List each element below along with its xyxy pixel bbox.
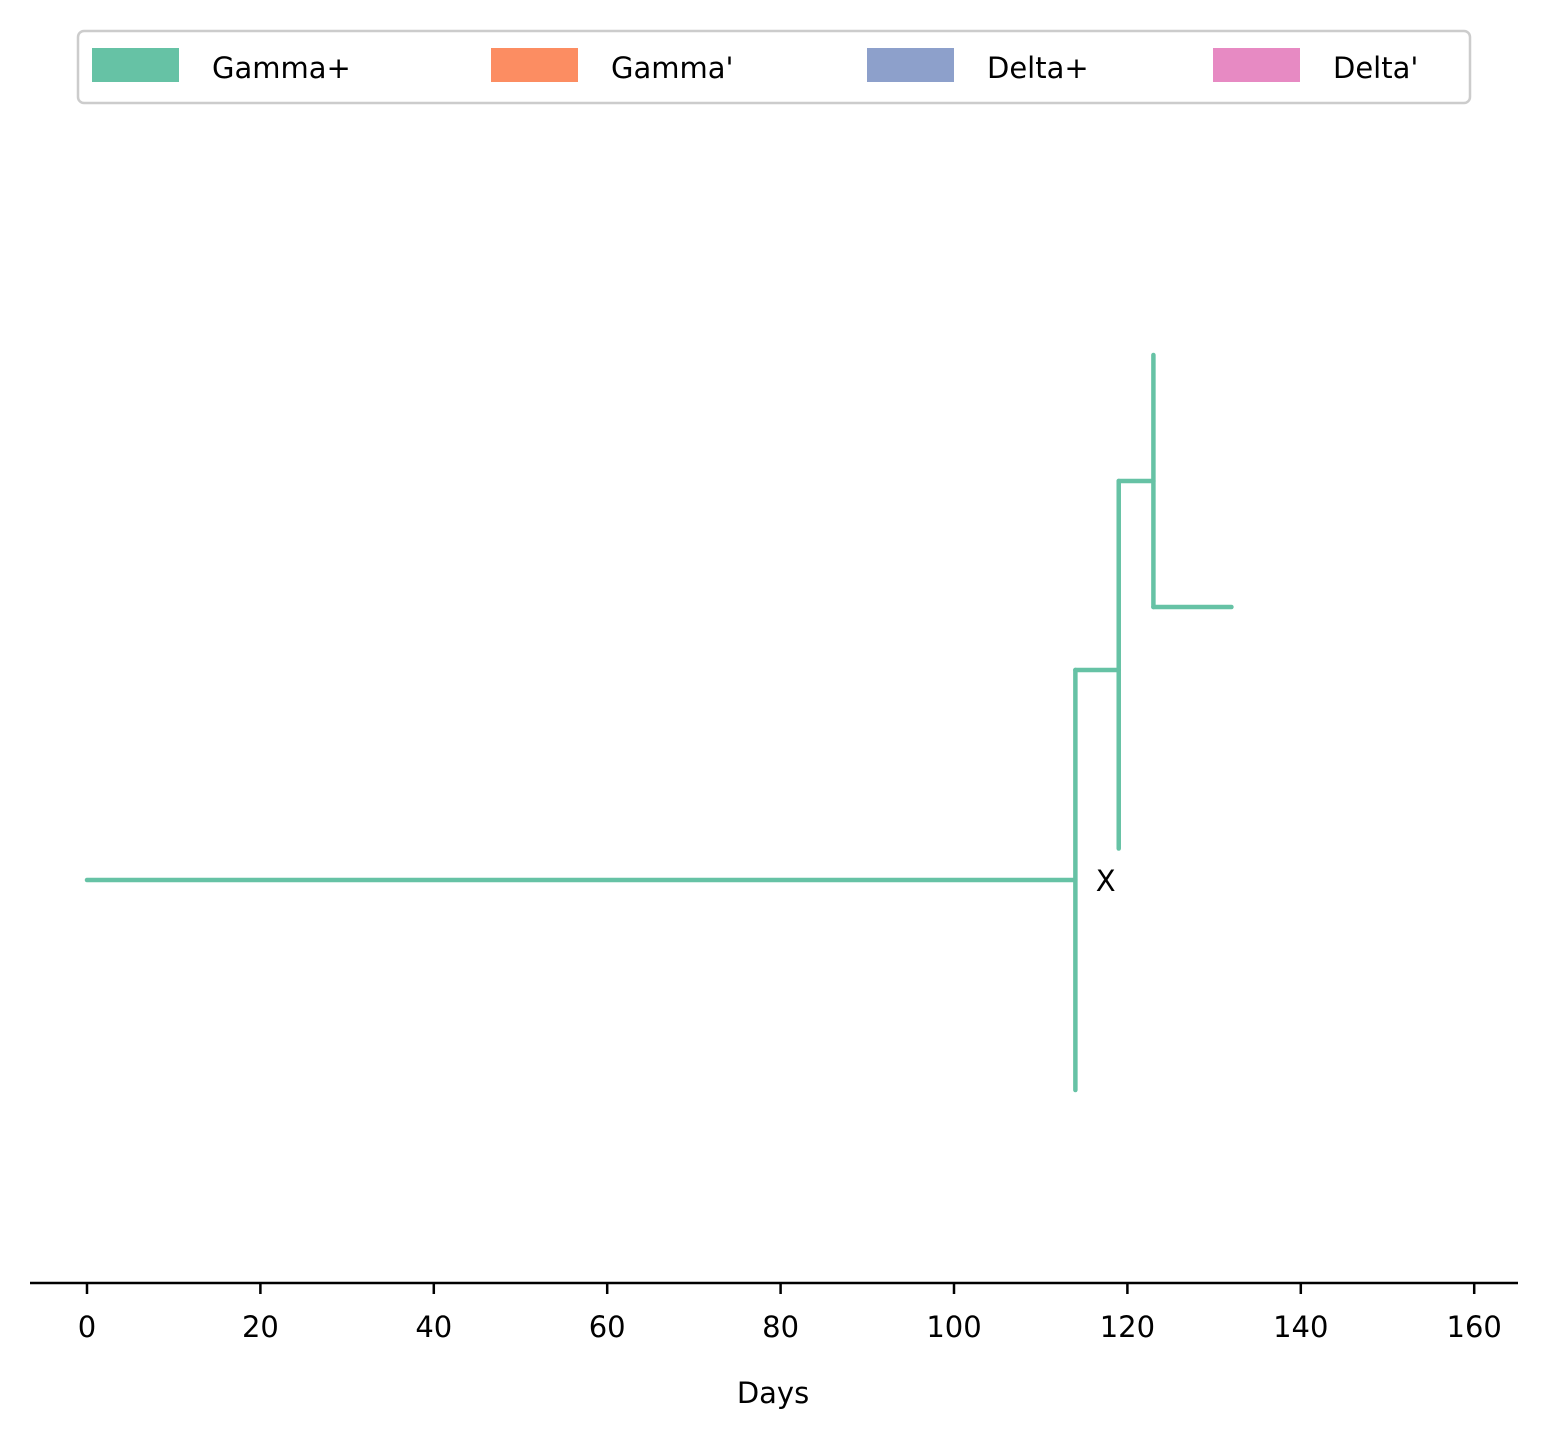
x-tick-label: 160	[1447, 1310, 1502, 1344]
x-tick-label: 120	[1100, 1310, 1155, 1344]
x-axis-label: Days	[737, 1376, 809, 1410]
legend-swatch-delta	[867, 48, 954, 82]
legend-label-delta-prime: Delta'	[1333, 51, 1418, 85]
legend-label-delta: Delta+	[987, 51, 1089, 85]
x-tick-label: 80	[762, 1310, 799, 1344]
x-tick-label: 40	[415, 1310, 452, 1344]
legend-swatch-gamma-prime	[491, 48, 578, 82]
legend-label-gamma: Gamma+	[212, 51, 351, 85]
x-axis: 0 20 40 60 80 100 120 140 160	[30, 1281, 1518, 1344]
annotation-label: X	[1096, 864, 1116, 898]
legend-label-gamma-prime: Gamma'	[611, 51, 734, 85]
legend: Gamma+ Gamma' Delta+ Delta'	[76, 29, 1472, 105]
x-tick-label: 100	[926, 1310, 981, 1344]
plot-area: X	[84, 352, 1234, 1093]
x-tick-label: 140	[1273, 1310, 1328, 1344]
x-tick-label: 0	[78, 1310, 96, 1344]
legend-swatch-delta-prime	[1213, 48, 1300, 82]
x-tick-label: 60	[589, 1310, 626, 1344]
legend-frame	[76, 29, 1472, 105]
legend-swatch-gamma	[92, 48, 179, 82]
x-tick-label: 20	[242, 1310, 279, 1344]
